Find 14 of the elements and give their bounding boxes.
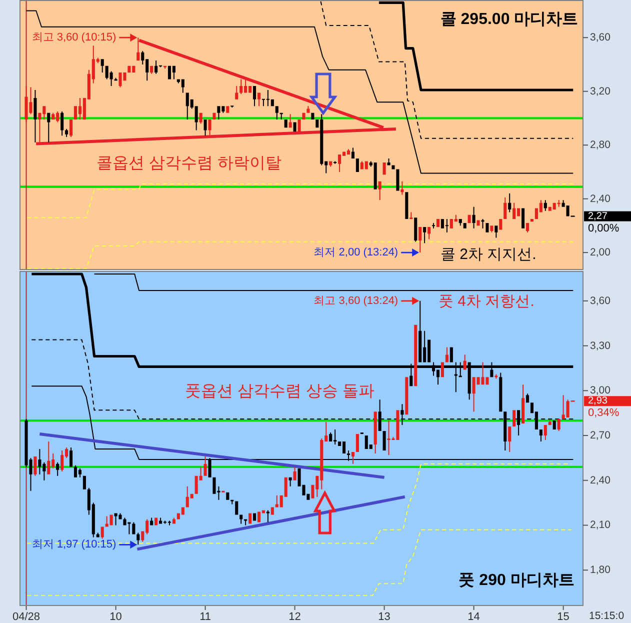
annotation: 풋 4차 저항선. (438, 293, 534, 310)
annotation: 2,93 (588, 396, 608, 407)
annotation: 2,27 (588, 210, 608, 222)
annotation: 최저 2,00 (13:24) (314, 246, 398, 259)
annotation: 콜옵션 삼각수렴 하락이탈 (96, 155, 282, 172)
annotation: 15:15:0 (589, 610, 624, 622)
annotation: 0,00% (588, 222, 620, 234)
annotation: 최고 3,60 (13:24) (314, 294, 398, 307)
title: 풋 290 마디차트 (458, 572, 574, 589)
annotation: 0,34% (588, 407, 620, 420)
annotation: 최고 3,60 (10:15) (32, 32, 116, 44)
annotation: 풋옵션 삼각수렴 상승 돌파 (185, 383, 374, 400)
annotation: 콜 2차 지지선. (440, 246, 536, 263)
title: 콜 295.00 마디차트 (440, 11, 578, 28)
